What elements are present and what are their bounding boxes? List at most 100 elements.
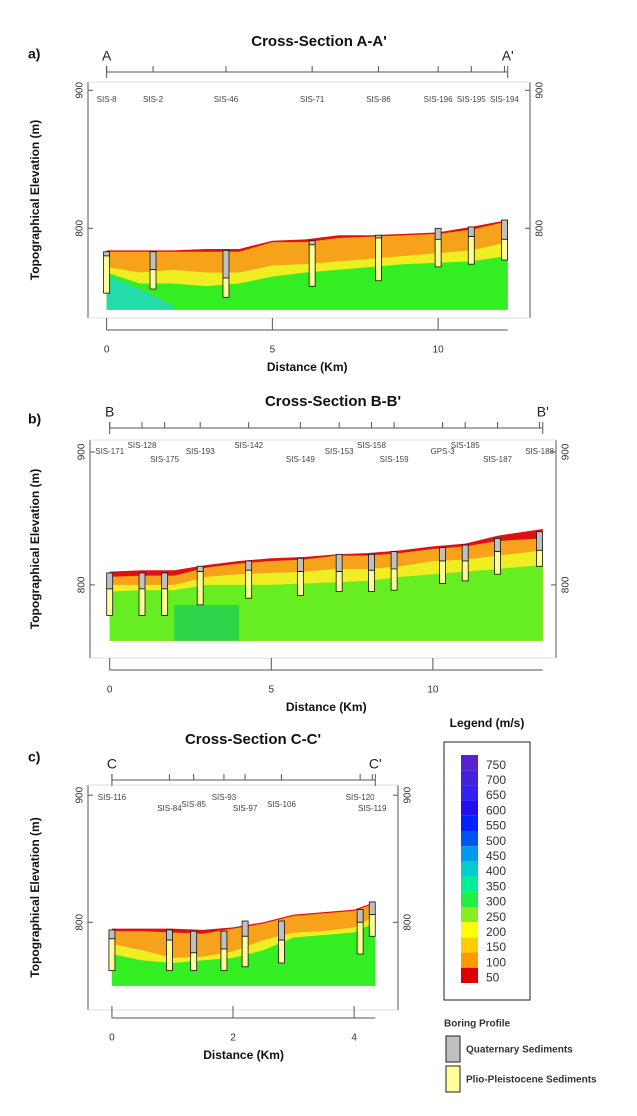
plio-segment — [149, 269, 157, 290]
quaternary-segment — [108, 929, 116, 940]
legend-swatch — [461, 861, 478, 877]
velocity-layer — [106, 255, 508, 310]
legend-swatch — [461, 846, 478, 862]
plio-segment — [138, 588, 146, 616]
quaternary-segment — [390, 551, 398, 570]
boring-label: SIS-185 — [451, 441, 480, 450]
boring-label: SIS-120 — [346, 793, 375, 802]
y-tick-label: 800 — [75, 220, 86, 237]
legend-label: 250 — [486, 910, 506, 924]
plio-segment — [220, 948, 228, 971]
boring-label: SIS-195 — [457, 95, 486, 104]
quaternary-segment — [241, 920, 249, 937]
section-start: B — [105, 404, 114, 420]
plio-segment — [278, 939, 285, 964]
plio-segment — [241, 935, 249, 968]
plio-segment — [161, 588, 169, 616]
section-end: C' — [369, 756, 382, 772]
panel-label: b) — [28, 411, 41, 427]
quaternary-segment — [106, 572, 114, 590]
plio-segment — [368, 914, 376, 937]
legend-box — [443, 741, 531, 1001]
quaternary-segment — [308, 240, 316, 246]
section-end: A' — [502, 48, 514, 64]
x-axis-title: Distance (Km) — [203, 1048, 284, 1062]
boring-label: SIS-196 — [424, 95, 453, 104]
boring-label: SIS-86 — [366, 95, 391, 104]
boring-label: SIS-84 — [157, 804, 182, 813]
plio-segment — [245, 569, 253, 599]
section-start: C — [107, 756, 117, 772]
velocity-layer — [174, 604, 239, 641]
section-start: A — [102, 48, 112, 64]
y-tick-label: 900 — [561, 443, 572, 460]
legend-label: 550 — [486, 819, 506, 833]
y-axis-title: Topographical Elevation (m) — [28, 817, 42, 977]
x-tick-label: 4 — [351, 1033, 357, 1044]
plio-segment — [536, 549, 543, 567]
boring-label: SIS-175 — [150, 455, 179, 464]
plio-segment — [356, 921, 364, 955]
x-tick-label: 2 — [230, 1033, 236, 1044]
boring-label: GPS-3 — [431, 447, 456, 456]
quaternary-segment — [434, 227, 442, 240]
quaternary-segment — [368, 901, 376, 916]
y-tick-label: 800 — [535, 220, 546, 237]
boring-label: SIS-97 — [233, 804, 258, 813]
legend-label: 100 — [486, 955, 506, 969]
quaternary-segment — [467, 226, 475, 237]
quaternary-segment — [222, 249, 230, 279]
quaternary-segment — [190, 930, 198, 954]
quaternary-segment — [138, 572, 146, 590]
legend-label: 300 — [486, 895, 506, 909]
boring-label: SIS-46 — [214, 95, 239, 104]
quaternary-segment — [149, 251, 157, 271]
boring-profile-label: Quaternary Sediments — [466, 1045, 573, 1056]
quaternary-segment — [161, 572, 169, 590]
quaternary-segment — [375, 234, 382, 239]
y-tick-label: 800 — [77, 576, 88, 593]
boring-label: SIS-142 — [234, 441, 263, 450]
quaternary-segment — [196, 565, 204, 572]
legend-swatch — [461, 770, 478, 786]
x-axis-title: Distance (Km) — [267, 360, 348, 374]
plio-segment — [494, 551, 501, 575]
plio-segment — [335, 571, 343, 592]
chart-title: Cross-Section B-B' — [265, 393, 401, 410]
quaternary-segment — [103, 251, 111, 257]
legend-swatch — [461, 937, 478, 953]
legend-swatch — [461, 755, 478, 771]
legend-label: 650 — [486, 788, 506, 802]
x-tick-label: 5 — [269, 685, 275, 696]
quaternary-segment — [166, 929, 173, 941]
x-tick-label: 10 — [433, 345, 445, 356]
plio-segment — [166, 939, 173, 971]
plio-segment — [375, 237, 382, 282]
x-tick-label: 0 — [107, 685, 113, 696]
panel-label: c) — [28, 749, 40, 765]
boring-label: SIS-193 — [186, 447, 215, 456]
y-tick-label: 900 — [75, 786, 86, 803]
y-tick-label: 800 — [75, 914, 86, 931]
boring-label: SIS-2 — [143, 95, 164, 104]
boring-label: SIS-71 — [300, 95, 325, 104]
plio-segment — [190, 952, 198, 971]
boring-label: SIS-119 — [358, 804, 387, 813]
legend-label: 500 — [486, 834, 506, 848]
x-tick-label: 5 — [270, 345, 276, 356]
plio-segment — [434, 238, 442, 268]
legend-label: 600 — [486, 803, 506, 817]
boring-label: SIS-149 — [286, 455, 315, 464]
quaternary-segment — [494, 537, 501, 553]
y-tick-label: 900 — [75, 82, 86, 99]
legend-swatch — [461, 922, 478, 938]
plio-segment — [467, 236, 475, 265]
boring-label: SIS-93 — [212, 793, 237, 802]
legend-label: 700 — [486, 773, 506, 787]
boring-label: SIS-159 — [380, 455, 409, 464]
legend-swatch — [461, 876, 478, 892]
plio-segment — [296, 571, 304, 596]
legend-label: 400 — [486, 864, 506, 878]
x-tick-label: 0 — [104, 345, 110, 356]
legend-label: 50 — [486, 971, 500, 985]
